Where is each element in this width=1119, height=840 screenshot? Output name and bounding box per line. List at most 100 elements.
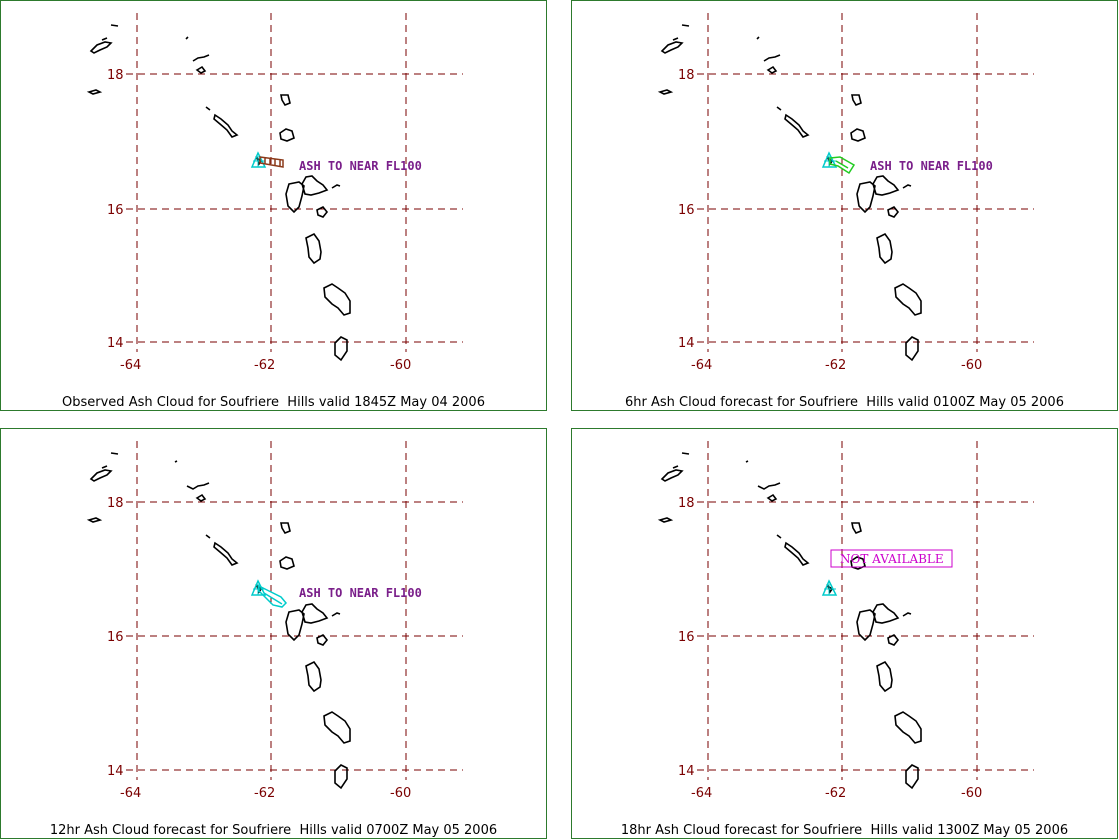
coastlines xyxy=(657,24,922,362)
island-virgin-islands xyxy=(660,452,690,482)
map-canvas: 18 16 14 -64 -62 -60 xyxy=(657,13,1034,373)
island-st-lucia xyxy=(334,336,348,362)
lon-label-64: -64 xyxy=(120,358,141,373)
lat-label-18: 18 xyxy=(678,496,695,511)
island-st-lucia xyxy=(905,764,919,790)
island-barbuda xyxy=(851,522,862,534)
island-st-lucia xyxy=(334,764,348,790)
lat-label-14: 14 xyxy=(107,336,124,351)
lat-label-16: 16 xyxy=(678,630,695,645)
tick-labels: 18 16 14 -64 -62 -60 xyxy=(678,68,982,373)
island-st-martin xyxy=(192,54,210,62)
island-anguilla xyxy=(745,460,749,463)
island-st-kitts-nevis xyxy=(205,106,239,138)
volcano-marker xyxy=(250,151,267,168)
island-antigua xyxy=(279,128,295,142)
not-available-frame xyxy=(830,549,953,568)
island-st-lucia xyxy=(905,336,919,362)
lat-label-14: 14 xyxy=(678,764,695,779)
island-dominica xyxy=(876,232,893,265)
island-st-barts xyxy=(766,493,778,502)
island-martinique xyxy=(323,711,351,744)
island-dominica xyxy=(876,660,893,693)
map-panel-6hr: 18 16 14 -64 -62 -60 xyxy=(571,0,1118,411)
map-panel-observed: 18 16 14 -64 -62 -60 xyxy=(0,0,547,411)
lon-label-60: -60 xyxy=(390,786,411,801)
coastlines xyxy=(86,452,351,790)
lon-label-60: -60 xyxy=(390,358,411,373)
island-desirade xyxy=(331,612,341,617)
island-barbuda xyxy=(851,94,862,106)
not-available-box: NOT AVAILABLE xyxy=(830,549,953,568)
lat-label-14: 14 xyxy=(107,764,124,779)
island-marie-galante xyxy=(316,205,329,218)
island-guadeloupe xyxy=(285,603,329,642)
island-desirade xyxy=(902,184,912,189)
lat-label-16: 16 xyxy=(678,203,695,218)
lon-label-62: -62 xyxy=(254,358,275,373)
lon-label-64: -64 xyxy=(691,358,712,373)
ash-altitude-note: ASH TO NEAR FL100 xyxy=(299,159,422,173)
island-virgin-islands xyxy=(89,24,119,54)
map-panel-18hr: 18 16 14 -64 -62 -60 xyxy=(571,428,1118,839)
panel-caption: 18hr Ash Cloud forecast for Soufriere Hi… xyxy=(620,823,1069,838)
island-desirade xyxy=(331,184,341,189)
lon-label-60: -60 xyxy=(961,358,982,373)
map-canvas: 18 16 14 -64 -62 -60 xyxy=(86,441,463,801)
volcano-marker xyxy=(821,579,838,596)
lat-label-18: 18 xyxy=(678,68,695,83)
lat-label-14: 14 xyxy=(678,336,695,351)
panel-caption: Observed Ash Cloud for Soufriere Hills v… xyxy=(62,395,485,410)
lon-label-60: -60 xyxy=(961,786,982,801)
ash-cloud xyxy=(258,584,288,608)
lon-label-62: -62 xyxy=(254,786,275,801)
island-anguilla xyxy=(756,36,760,40)
island-marie-galante xyxy=(887,633,900,646)
lon-label-64: -64 xyxy=(691,786,712,801)
island-st-barts xyxy=(195,493,207,502)
tick-labels: 18 16 14 -64 -62 -60 xyxy=(107,496,411,801)
island-st-kitts-nevis xyxy=(776,534,810,566)
island-antigua xyxy=(279,556,295,570)
island-antigua xyxy=(850,128,866,142)
ash-cloud-outline xyxy=(259,156,284,168)
island-dominica xyxy=(305,232,322,265)
island-desirade xyxy=(902,612,912,617)
not-available-label: NOT AVAILABLE xyxy=(840,552,944,566)
island-st-croix xyxy=(86,89,103,95)
map-panel-12hr: 18 16 14 -64 -62 -60 xyxy=(0,428,547,839)
coastlines xyxy=(657,452,922,790)
island-st-barts xyxy=(766,65,778,74)
island-barbuda xyxy=(280,94,291,106)
island-marie-galante xyxy=(316,633,329,646)
island-st-kitts-nevis xyxy=(776,106,810,138)
tick-labels: 18 16 14 -64 -62 -60 xyxy=(678,496,982,801)
panel-caption: 6hr Ash Cloud forecast for Soufriere Hil… xyxy=(625,395,1064,410)
island-guadeloupe xyxy=(856,603,900,642)
island-virgin-islands xyxy=(89,452,119,482)
lon-label-62: -62 xyxy=(825,786,846,801)
lat-label-18: 18 xyxy=(107,496,124,511)
lon-label-64: -64 xyxy=(120,786,141,801)
coastlines xyxy=(86,24,351,362)
ash-cloud xyxy=(259,156,284,168)
island-st-martin xyxy=(757,482,781,490)
island-st-barts xyxy=(195,65,207,74)
island-st-martin xyxy=(186,482,210,490)
graticule xyxy=(697,441,1034,780)
island-anguilla xyxy=(185,36,189,40)
graticule xyxy=(126,13,463,352)
ash-cloud-outline xyxy=(829,156,856,175)
map-canvas: 18 16 14 -64 -62 -60 xyxy=(86,13,463,373)
island-st-kitts-nevis xyxy=(205,534,239,566)
map-canvas: 18 16 14 -64 -62 -60 xyxy=(657,441,1034,801)
island-anguilla xyxy=(174,460,178,463)
island-martinique xyxy=(894,283,922,316)
ash-cloud-outline xyxy=(258,584,288,608)
island-martinique xyxy=(894,711,922,744)
island-barbuda xyxy=(280,522,291,534)
tick-labels: 18 16 14 -64 -62 -60 xyxy=(107,68,411,373)
island-virgin-islands xyxy=(660,24,690,54)
island-marie-galante xyxy=(887,205,900,218)
graticule xyxy=(697,13,1034,352)
